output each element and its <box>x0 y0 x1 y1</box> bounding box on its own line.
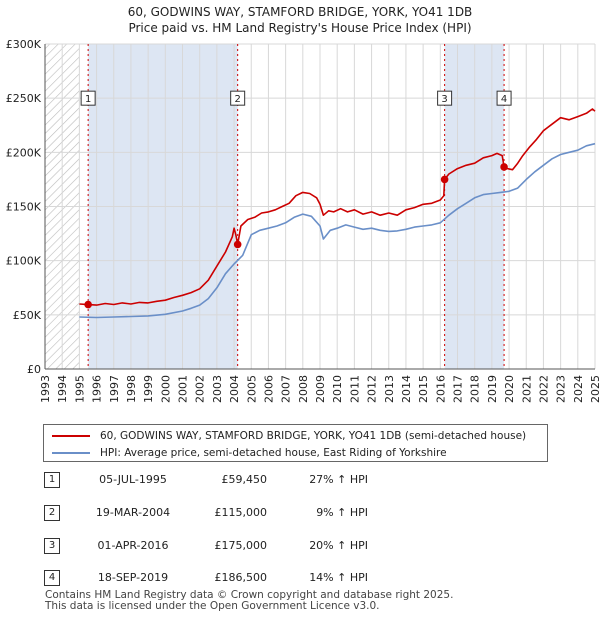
footer-line-1: Contains HM Land Registry data © Crown c… <box>45 589 454 601</box>
x-tick-label: 2017 <box>452 375 465 403</box>
chart-legend: 60, GODWINS WAY, STAMFORD BRIDGE, YORK, … <box>43 424 548 462</box>
table-row: 2 19-MAR-2004 £115,000 9% ↑ HPI <box>0 503 600 523</box>
chart-title-line-2: Price paid vs. HM Land Registry's House … <box>128 21 472 35</box>
legend-swatch-property <box>52 435 90 437</box>
footer-line-2: This data is licensed under the Open Gov… <box>45 600 380 612</box>
x-tick-label: 2000 <box>159 375 172 403</box>
x-tick-label: 2003 <box>211 375 224 403</box>
legend-swatch-hpi <box>52 452 90 454</box>
x-tick-label: 2001 <box>177 375 190 403</box>
price-chart: 1 2 3 4 £0 £50K £100K £150K £200K £250K £300K 1993… <box>6 38 600 403</box>
property-series-line <box>79 108 596 306</box>
x-tick-label: 1994 <box>56 375 69 403</box>
x-tick-label: 2025 <box>589 375 600 403</box>
x-tick-label: 2018 <box>469 375 482 403</box>
transaction-price: £59,450 <box>221 473 268 486</box>
legend-label-hpi: HPI: Average price, semi-detached house,… <box>100 447 447 459</box>
transaction-price: £175,000 <box>214 539 268 552</box>
x-tick-label: 2016 <box>434 375 447 403</box>
x-tick-label: 2010 <box>331 375 344 403</box>
hpi-series-line <box>79 142 596 319</box>
x-tick-label: 2013 <box>383 375 396 403</box>
x-tick-label: 2024 <box>572 375 585 403</box>
y-tick-label: £300K <box>6 38 42 51</box>
x-tick-label: 2004 <box>228 375 241 403</box>
sale-point <box>233 240 242 249</box>
transaction-hpi-delta: 20% ↑ HPI <box>309 539 368 552</box>
sale-marker-label: 1 <box>85 94 91 105</box>
x-tick-label: 2014 <box>400 375 413 403</box>
transaction-date: 18-SEP-2019 <box>97 571 169 584</box>
y-tick-label: £0 <box>27 363 41 376</box>
x-tick-label: 1999 <box>142 375 155 403</box>
footer-attribution: Contains HM Land Registry data © Crown c… <box>45 590 453 612</box>
x-tick-label: 2019 <box>486 375 499 403</box>
y-tick-label: £100K <box>6 255 42 268</box>
y-tick-label: £150K <box>6 201 42 214</box>
legend-label-property: 60, GODWINS WAY, STAMFORD BRIDGE, YORK, … <box>100 430 527 442</box>
y-tick-label: £50K <box>13 309 42 322</box>
sale-marker-label-box <box>496 90 512 106</box>
x-tick-label: 1995 <box>73 375 86 403</box>
transaction-price: £186,500 <box>214 571 268 584</box>
chart-title: 60, GODWINS WAY, STAMFORD BRIDGE, YORK, … <box>0 4 600 36</box>
x-tick-label: 1997 <box>108 375 121 403</box>
transaction-hpi-delta: 14% ↑ HPI <box>309 571 368 584</box>
sale-marker-label-box <box>80 90 96 106</box>
x-tick-label: 2008 <box>297 375 310 403</box>
x-tick-label: 1996 <box>91 375 104 403</box>
x-tick-label: 2009 <box>314 375 327 403</box>
x-tick-label: 2023 <box>555 375 568 403</box>
sale-marker-label-box <box>437 90 453 106</box>
x-tick-label: 1993 <box>39 375 52 403</box>
transaction-badge: 2 <box>44 505 60 521</box>
sale-point <box>440 175 449 184</box>
transaction-date: 01-APR-2016 <box>97 539 169 552</box>
x-tick-label: 2020 <box>503 375 516 403</box>
sale-point <box>500 163 508 171</box>
x-tick-label: 2011 <box>348 375 361 403</box>
table-row: 4 18-SEP-2019 £186,500 14% ↑ HPI <box>0 568 600 588</box>
x-tick-label: 2007 <box>280 375 293 403</box>
x-tick-label: 2022 <box>537 375 550 403</box>
x-tick-label: 2015 <box>417 375 430 403</box>
transaction-price: £115,000 <box>214 506 268 519</box>
transaction-badge: 4 <box>44 570 60 586</box>
y-tick-label: £250K <box>6 92 42 105</box>
sale-marker-label-box <box>230 90 246 106</box>
sale-marker-label: 4 <box>501 94 507 105</box>
transaction-hpi-delta: 9% ↑ HPI <box>316 506 368 519</box>
transaction-badge: 1 <box>44 472 60 488</box>
x-tick-label: 1998 <box>125 375 138 403</box>
transaction-hpi-delta: 27% ↑ HPI <box>309 473 368 486</box>
sale-marker-label: 2 <box>234 94 240 105</box>
sale-marker-label: 3 <box>441 94 447 105</box>
x-tick-label: 2012 <box>366 375 379 403</box>
x-tick-label: 2002 <box>194 375 207 403</box>
x-tick-label: 2006 <box>262 375 275 403</box>
transaction-badge: 3 <box>44 538 60 554</box>
table-row: 3 01-APR-2016 £175,000 20% ↑ HPI <box>0 536 600 556</box>
transaction-date: 19-MAR-2004 <box>95 506 171 519</box>
x-tick-label: 2005 <box>245 375 258 403</box>
y-tick-label: £200K <box>6 146 42 159</box>
table-row: 1 05-JUL-1995 £59,450 27% ↑ HPI <box>0 470 600 490</box>
sale-point <box>84 300 92 309</box>
chart-title-line-1: 60, GODWINS WAY, STAMFORD BRIDGE, YORK, … <box>127 5 473 19</box>
transaction-date: 05-JUL-1995 <box>99 473 167 486</box>
x-tick-label: 2021 <box>520 375 533 403</box>
